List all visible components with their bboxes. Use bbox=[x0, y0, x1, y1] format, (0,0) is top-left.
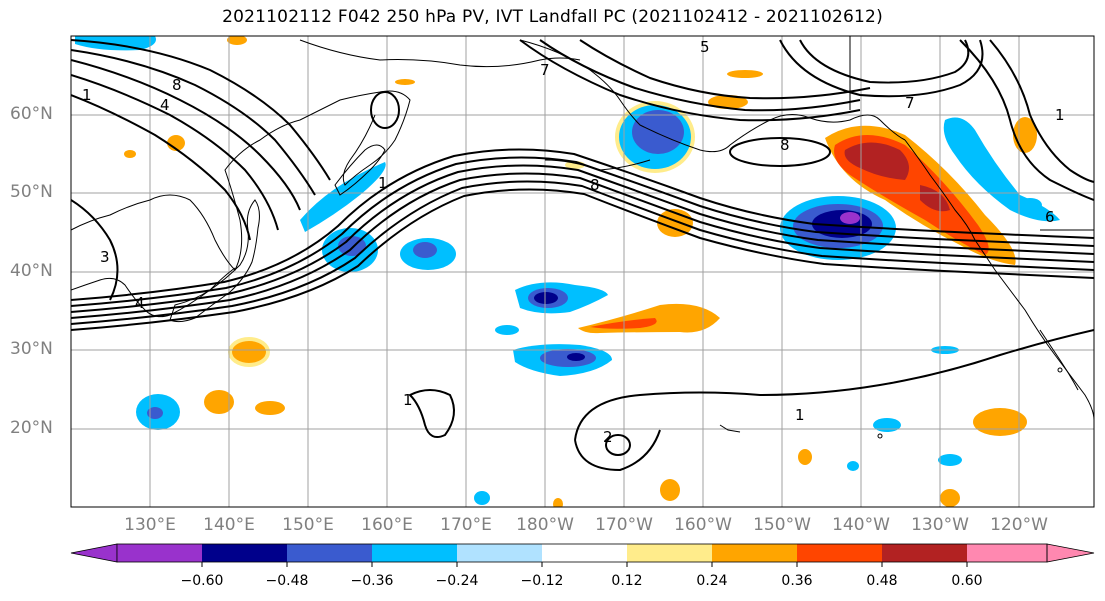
contour-label: 8 bbox=[590, 176, 600, 194]
lat-label: 20°N bbox=[10, 418, 53, 438]
lon-label: 140°W bbox=[832, 515, 890, 535]
lat-label: 30°N bbox=[10, 339, 53, 359]
pv-contours bbox=[71, 39, 1094, 472]
pc-shading bbox=[75, 36, 1060, 507]
contour-label: 1 bbox=[795, 406, 805, 424]
contour-label: 1 bbox=[378, 174, 388, 192]
colorbar-tick: 0.36 bbox=[781, 573, 813, 589]
lon-label: 140°E bbox=[203, 515, 255, 535]
lat-label: 60°N bbox=[10, 104, 53, 124]
map-title: 2021102112 F042 250 hPa PV, IVT Landfall… bbox=[222, 7, 883, 27]
colorbar-tick: 0.48 bbox=[866, 573, 898, 589]
contour-label: 7 bbox=[905, 94, 915, 112]
colorbar-tick: −0.36 bbox=[350, 573, 394, 589]
plot-frame bbox=[70, 35, 1095, 508]
colorbar-extend-low bbox=[70, 543, 118, 563]
contour-label: 8 bbox=[172, 76, 182, 94]
lon-label: 160°E bbox=[361, 515, 413, 535]
lon-label: 180°W bbox=[516, 515, 574, 535]
contour-label: 4 bbox=[160, 96, 170, 114]
lat-label: 50°N bbox=[10, 182, 53, 202]
colorbar bbox=[70, 543, 1095, 567]
coastlines bbox=[71, 36, 1094, 439]
lon-label: 130°E bbox=[124, 515, 176, 535]
contour-label: 4 bbox=[135, 294, 145, 312]
gridlines bbox=[71, 36, 1094, 507]
contour-label: 1 bbox=[82, 86, 92, 104]
colorbar-tick: −0.12 bbox=[520, 573, 564, 589]
colorbar-tick: −0.60 bbox=[180, 573, 224, 589]
contour-label: 1 bbox=[403, 391, 413, 409]
contour-labels: 1 4 8 3 4 1 7 5 8 8 7 1 1 2 1 6 bbox=[82, 38, 1065, 446]
lon-label: 170°W bbox=[595, 515, 653, 535]
contour-label: 6 bbox=[1045, 208, 1055, 226]
contour-label: 5 bbox=[700, 38, 710, 56]
contour-label: 8 bbox=[780, 136, 790, 154]
contour-label: 2 bbox=[603, 428, 613, 446]
contour-label: 3 bbox=[100, 248, 110, 266]
colorbar-extend-high bbox=[1046, 543, 1095, 563]
contour-label: 7 bbox=[540, 61, 550, 79]
shade-coast-negative bbox=[943, 117, 1060, 222]
lon-label: 150°E bbox=[282, 515, 334, 535]
contour-label: 1 bbox=[1055, 106, 1065, 124]
lon-label: 130°W bbox=[911, 515, 969, 535]
colorbar-tick: 0.12 bbox=[611, 573, 643, 589]
lon-label: 160°W bbox=[674, 515, 732, 535]
colorbar-tick: −0.48 bbox=[265, 573, 309, 589]
lon-label: 150°W bbox=[753, 515, 811, 535]
lat-label: 40°N bbox=[10, 261, 53, 281]
lon-label: 170°E bbox=[440, 515, 492, 535]
lon-label: 120°W bbox=[990, 515, 1048, 535]
colorbar-tick: −0.24 bbox=[435, 573, 479, 589]
colorbar-tick: 0.60 bbox=[951, 573, 983, 589]
colorbar-tick: 0.24 bbox=[696, 573, 728, 589]
